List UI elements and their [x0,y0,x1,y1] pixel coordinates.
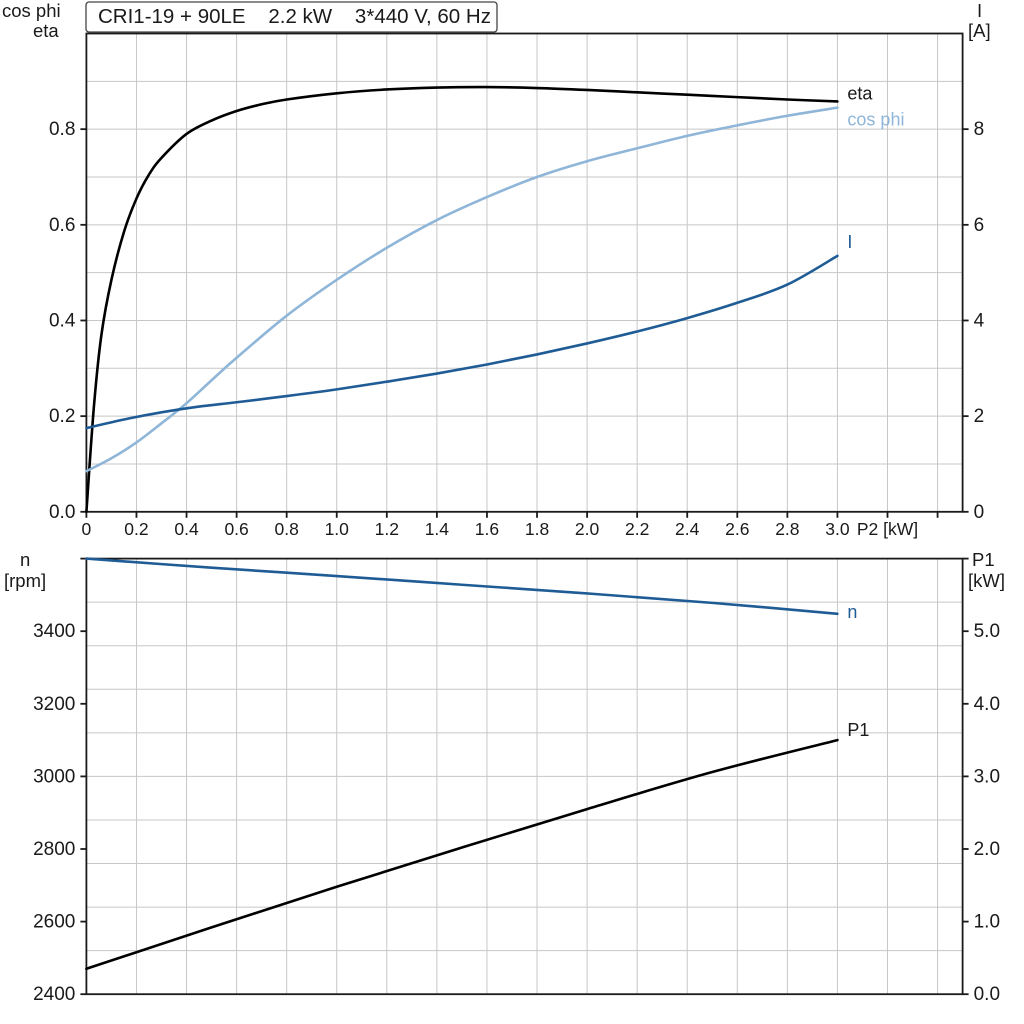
svg-text:I: I [847,232,852,252]
svg-text:1.0: 1.0 [325,519,350,539]
svg-text:P1: P1 [972,549,995,570]
svg-text:0.6: 0.6 [224,519,248,539]
svg-text:4: 4 [974,310,985,331]
svg-text:0: 0 [974,502,985,523]
svg-text:0.8: 0.8 [275,519,299,539]
svg-text:0.0: 0.0 [49,502,75,523]
svg-text:3.0: 3.0 [825,519,850,539]
svg-text:[A]: [A] [968,20,991,41]
svg-text:4.0: 4.0 [974,694,1000,715]
svg-text:P1: P1 [847,720,869,740]
svg-text:0.2: 0.2 [124,519,148,539]
svg-text:1.2: 1.2 [375,519,399,539]
svg-text:0.4: 0.4 [49,310,76,331]
svg-text:1.8: 1.8 [525,519,549,539]
svg-text:1.6: 1.6 [475,519,499,539]
svg-text:2.0: 2.0 [575,519,600,539]
svg-text:cos phi: cos phi [847,110,904,130]
svg-text:2.8: 2.8 [775,519,799,539]
svg-text:0.2: 0.2 [49,406,75,427]
svg-text:0.4: 0.4 [174,519,199,539]
svg-text:3000: 3000 [33,766,75,787]
svg-text:0: 0 [82,519,92,539]
svg-text:5.0: 5.0 [974,621,1000,642]
svg-text:cos phi: cos phi [2,0,61,21]
svg-text:2.6: 2.6 [725,519,749,539]
svg-text:2.0: 2.0 [974,839,1000,860]
svg-text:CRI1-19 + 90LE 2.2 kW 3*: CRI1-19 + 90LE 2.2 kW 3*440 V, 60 Hz [98,5,491,28]
svg-text:2.2: 2.2 [625,519,649,539]
svg-text:3200: 3200 [33,694,75,715]
svg-text:0.0: 0.0 [974,984,1000,1005]
svg-text:eta: eta [847,83,873,103]
svg-text:2800: 2800 [33,839,75,860]
svg-text:n: n [20,549,30,570]
svg-text:2.4: 2.4 [675,519,700,539]
svg-text:P2 [kW]: P2 [kW] [857,519,918,539]
svg-text:2600: 2600 [33,912,75,933]
svg-text:6: 6 [974,215,985,236]
svg-text:1.4: 1.4 [425,519,450,539]
svg-text:0.8: 0.8 [49,119,75,140]
svg-text:1.0: 1.0 [974,912,1000,933]
svg-text:2: 2 [974,406,985,427]
svg-text:I: I [977,0,982,21]
svg-text:eta: eta [33,20,59,41]
svg-text:3.0: 3.0 [974,766,1000,787]
svg-text:8: 8 [974,119,985,140]
svg-text:3400: 3400 [33,621,75,642]
svg-text:n: n [847,602,857,622]
svg-text:2400: 2400 [33,984,75,1005]
svg-text:[kW]: [kW] [968,570,1005,591]
svg-text:0.6: 0.6 [49,215,75,236]
svg-text:[rpm]: [rpm] [4,570,46,591]
